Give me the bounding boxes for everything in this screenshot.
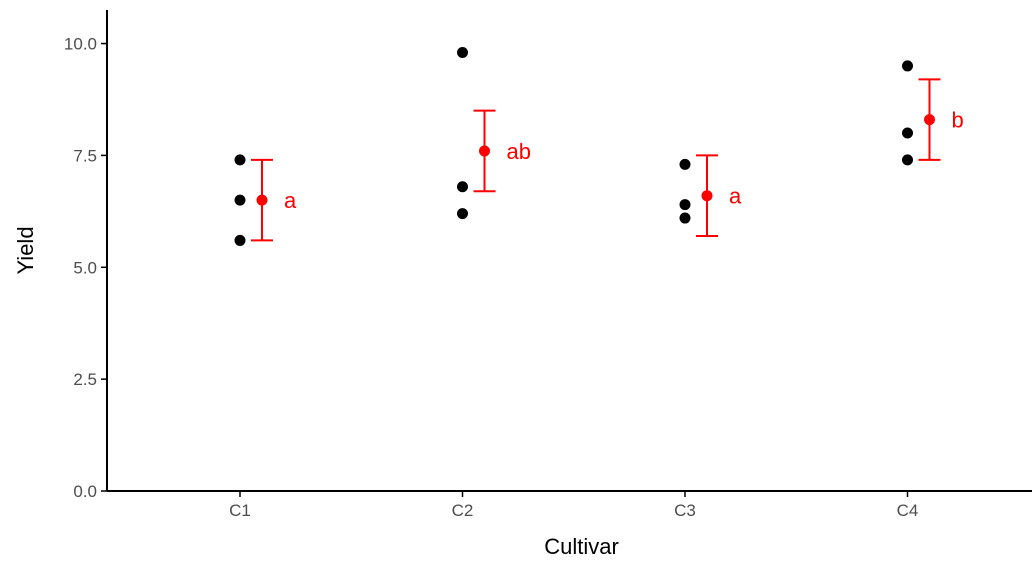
y-tick-label: 2.5: [73, 370, 97, 389]
observation-points: [234, 47, 913, 246]
group-letter-label: ab: [507, 139, 531, 164]
x-tick-label: C1: [229, 501, 251, 520]
group-letter-label: a: [729, 184, 742, 209]
observation-point: [679, 212, 691, 224]
observation-point: [902, 154, 913, 166]
x-tick-label: C3: [674, 501, 696, 520]
mean-point: [701, 190, 713, 202]
observation-point: [234, 194, 246, 206]
y-tick-label: 5.0: [73, 258, 97, 277]
observation-point: [679, 158, 691, 170]
observation-point: [457, 181, 468, 193]
mean-point: [479, 145, 490, 157]
axes: 0.0 2.5 5.0 7.5 10.0 C1 C2 C3 C4: [64, 10, 1032, 520]
y-tick-label: 0.0: [73, 482, 97, 501]
x-tick-label: C2: [452, 501, 474, 520]
y-tick-label: 7.5: [73, 146, 97, 165]
group-letter-label: a: [284, 188, 297, 213]
observation-point: [457, 208, 468, 220]
observation-point: [234, 234, 246, 246]
x-axis-title: Cultivar: [544, 534, 619, 559]
group-letter-label: b: [952, 108, 964, 133]
x-tick-label: C4: [897, 501, 919, 520]
observation-point: [902, 127, 913, 139]
mean-point: [256, 194, 268, 206]
y-ticks: 0.0 2.5 5.0 7.5 10.0: [64, 35, 107, 501]
mean-point: [924, 114, 935, 126]
observation-point: [457, 47, 468, 59]
y-axis-title: Yield: [13, 226, 38, 274]
observation-point: [902, 60, 913, 72]
x-ticks: C1 C2 C3 C4: [229, 491, 918, 520]
observation-point: [679, 199, 691, 211]
observation-point: [234, 154, 246, 166]
y-tick-label: 10.0: [64, 35, 97, 54]
